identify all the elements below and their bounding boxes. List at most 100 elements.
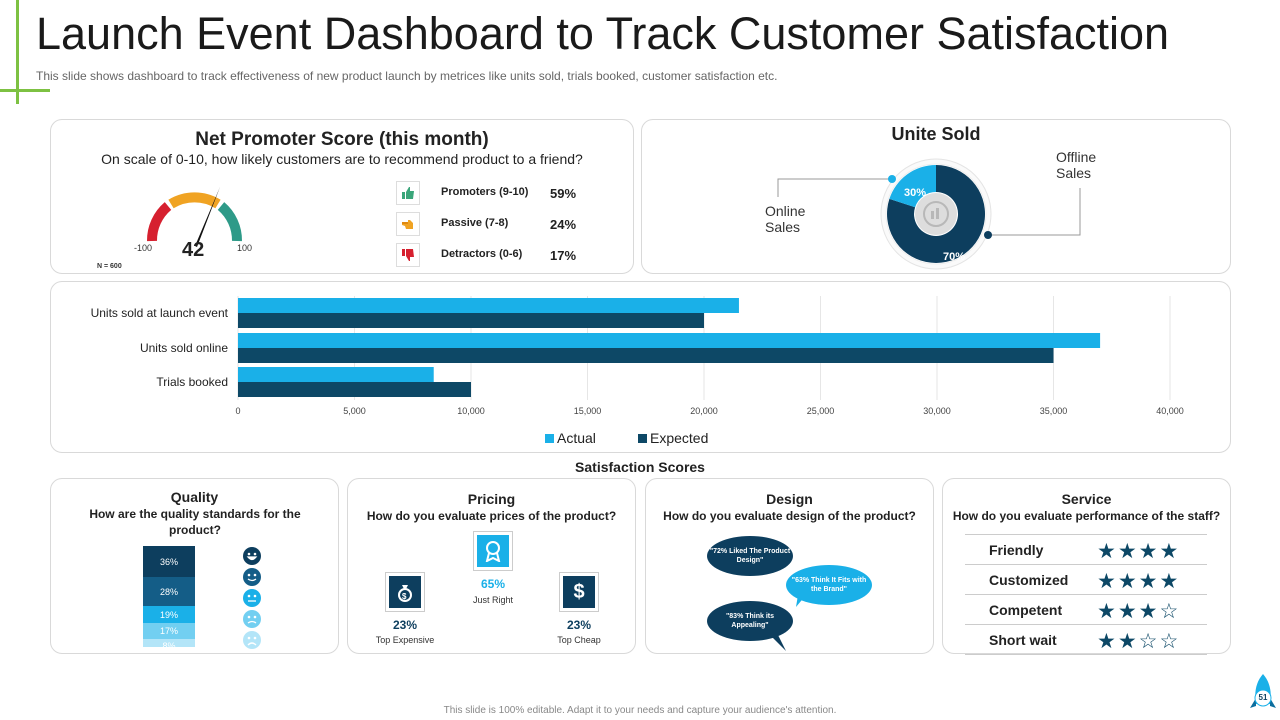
units-sold-panel: Unite Sold 30% 70% Online Sales Offline …: [641, 119, 1231, 274]
nps-question: On scale of 0-10, how likely customers a…: [101, 151, 583, 167]
service-row: Customized ★★★★: [965, 564, 1207, 594]
category-label: Trials booked: [156, 375, 228, 389]
bar-expected: [238, 313, 704, 328]
quality-segment: 17%: [143, 623, 195, 639]
service-row-label: Short wait: [989, 632, 1057, 648]
legend-actual-swatch: [545, 433, 554, 443]
quality-question: How are the quality standards for the pr…: [89, 507, 301, 537]
just-right-pct: 65%: [480, 577, 506, 591]
x-tick-label: 5,000: [343, 406, 366, 416]
detractors-value: 17%: [550, 248, 577, 263]
unhappy-face-icon: [243, 610, 261, 628]
service-row: Competent ★★★☆: [965, 594, 1207, 624]
x-tick-label: 40,000: [1156, 406, 1184, 416]
legend-actual: Actual: [545, 430, 596, 446]
top-cheap-pct: 23%: [566, 618, 592, 632]
bar-actual: [238, 298, 739, 313]
rocket-icon: [1250, 674, 1276, 708]
top-expensive-caption: Top Expensive: [375, 635, 435, 645]
happy-face-icon: [243, 568, 261, 586]
category-label: Units sold at launch event: [91, 306, 229, 320]
service-question: How do you evaluate performance of the s…: [952, 509, 1221, 523]
design-panel: Design How do you evaluate design of the…: [645, 478, 934, 654]
service-row-label: Competent: [989, 602, 1063, 618]
category-label: Units sold online: [140, 341, 228, 355]
satisfaction-title: Satisfaction Scores: [575, 459, 705, 475]
online-sales-slice: [889, 165, 936, 208]
quality-stacked-bar: 36% 28% 19% 17% 8%: [143, 546, 195, 647]
service-panel: Service How do you evaluate performance …: [942, 478, 1231, 655]
bar-chart-panel: 0 5,000 10,000 15,000 20,000 25,000 30,000 35,0…: [50, 281, 1231, 453]
pointing-hand-icon: [402, 220, 413, 229]
x-tick-label: 35,000: [1040, 406, 1068, 416]
legend-expected-label: Expected: [650, 430, 709, 446]
top-expensive-pct: 23%: [392, 618, 418, 632]
pricing-title: Pricing: [467, 491, 516, 507]
nps-title: Net Promoter Score (this month): [195, 129, 489, 150]
star-rating: ★★★☆: [1097, 600, 1181, 623]
detractors-label: Detractors (0-6): [441, 248, 523, 260]
chart-gear-icon: [923, 201, 949, 227]
x-tick-label: 10,000: [457, 406, 485, 416]
accent-line-vertical: [16, 0, 19, 104]
x-tick-label: 20,000: [690, 406, 718, 416]
star-rating: ★★★★: [1097, 570, 1181, 593]
gauge-needle: [195, 187, 220, 247]
gauge-passive-arc: [168, 192, 221, 209]
service-row: Short wait ★★☆☆: [965, 624, 1207, 654]
top-cheap-caption: Top Cheap: [557, 635, 601, 645]
design-question: How do you evaluate design of the produc…: [663, 509, 916, 523]
award-badge-box: [473, 531, 513, 571]
thumbs-up-icon: [402, 187, 414, 199]
nps-min-label: -100: [134, 243, 153, 253]
pricing-panel: Pricing How do you evaluate prices of th…: [347, 478, 636, 654]
service-row-label: Friendly: [989, 542, 1044, 558]
bar-actual: [238, 333, 1101, 348]
donut-callout-lines: [777, 175, 1081, 239]
star-rating: ★★☆☆: [1097, 630, 1181, 653]
service-row: Friendly ★★★★: [965, 534, 1207, 564]
star-rating: ★★★★: [1097, 540, 1181, 563]
neutral-face-icon: [243, 589, 261, 607]
just-right-caption: Just Right: [472, 595, 514, 605]
quality-title: Quality: [170, 489, 219, 505]
units-sold-title: Unite Sold: [891, 124, 981, 144]
passive-label: Passive (7-8): [441, 217, 509, 229]
thumbs-down-icon: [402, 249, 414, 261]
bar-actual: [238, 367, 434, 382]
promoters-icon-box: [396, 181, 420, 205]
x-tick-label: 0: [235, 406, 240, 416]
detractors-icon-box: [396, 243, 420, 267]
design-bubble-3: "83% Think its Appealing": [707, 601, 793, 641]
promoters-label: Promoters (9-10): [441, 186, 529, 198]
quality-segment: 36%: [143, 546, 195, 577]
nps-sample-size: N = 600: [97, 263, 122, 270]
x-tick-label: 15,000: [574, 406, 602, 416]
service-row-label: Customized: [989, 572, 1069, 588]
online-sales-label: Online Sales: [765, 203, 806, 235]
service-title: Service: [1061, 491, 1112, 507]
design-bubble-1: "72% Liked The Product Design": [707, 536, 793, 576]
offline-sales-label: Offline Sales: [1056, 149, 1097, 181]
pricing-question: How do you evaluate prices of the produc…: [366, 509, 617, 523]
quality-panel: Quality How are the quality standards fo…: [50, 478, 339, 654]
dollar-box: $: [559, 572, 599, 612]
nps-max-label: 100: [237, 243, 253, 253]
money-bag-box: $: [385, 572, 425, 612]
gauge-promoter-arc: [217, 202, 243, 242]
quality-segment: 28%: [143, 577, 195, 606]
quality-faces: [242, 546, 264, 650]
bar-expected: [238, 382, 471, 397]
x-tick-label: 30,000: [923, 406, 951, 416]
legend-expected-swatch: [638, 433, 647, 443]
gauge-detractor-arc: [146, 202, 172, 242]
quality-segment: 19%: [143, 606, 195, 623]
legend-actual-label: Actual: [557, 430, 596, 446]
dollar-icon: $: [563, 576, 595, 608]
legend-expected: Expected: [638, 430, 708, 446]
bar-expected: [238, 348, 1054, 363]
nps-panel: Net Promoter Score (this month) On scale…: [50, 119, 634, 274]
slide-subtitle: This slide shows dashboard to track effe…: [36, 69, 778, 83]
units-sold-donut: 30% 70%: [880, 158, 992, 270]
page-number: 51: [1258, 693, 1268, 702]
